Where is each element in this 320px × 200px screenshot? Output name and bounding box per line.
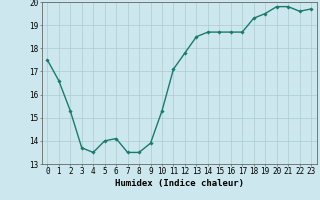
X-axis label: Humidex (Indice chaleur): Humidex (Indice chaleur): [115, 179, 244, 188]
